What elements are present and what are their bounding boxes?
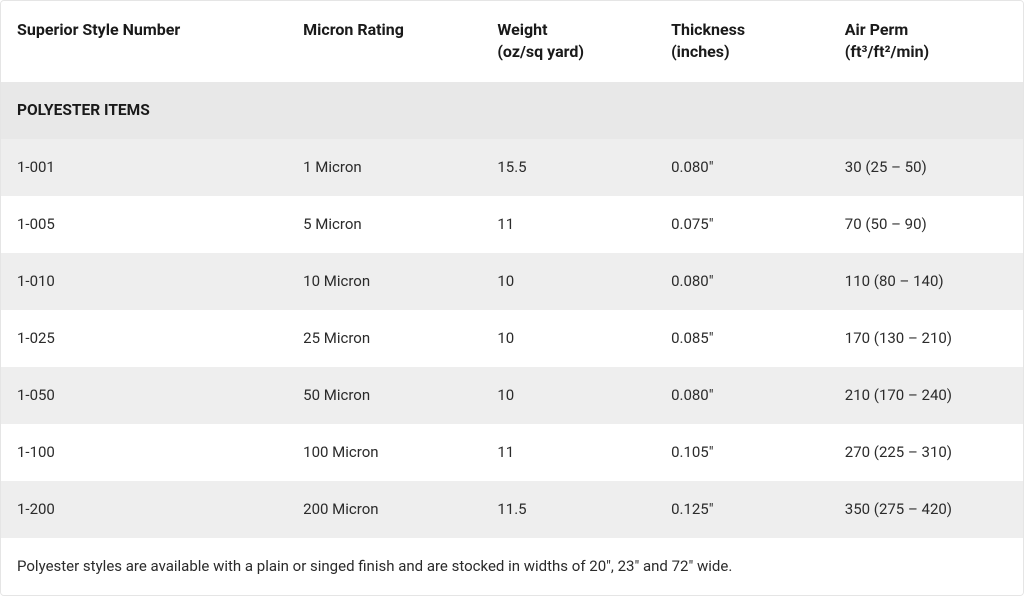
cell-airperm: 110 (80 – 140): [829, 253, 1023, 310]
col-header-airperm: Air Perm(ft³/ft²/min): [829, 1, 1023, 82]
table-footer-row: Polyester styles are available with a pl…: [1, 538, 1023, 595]
cell-weight: 11: [481, 196, 655, 253]
cell-micron: 200 Micron: [287, 481, 481, 538]
cell-airperm: 170 (130 – 210): [829, 310, 1023, 367]
cell-style: 1-200: [1, 481, 287, 538]
table-row: 1-005 5 Micron 11 0.075″ 70 (50 – 90): [1, 196, 1023, 253]
spec-table: Superior Style Number Micron Rating Weig…: [1, 1, 1023, 595]
col-header-label: Micron Rating: [303, 20, 404, 39]
cell-weight: 10: [481, 253, 655, 310]
cell-weight: 10: [481, 367, 655, 424]
col-header-style: Superior Style Number: [1, 1, 287, 82]
table-row: 1-200 200 Micron 11.5 0.125″ 350 (275 – …: [1, 481, 1023, 538]
table-row: 1-050 50 Micron 10 0.080″ 210 (170 – 240…: [1, 367, 1023, 424]
cell-style: 1-001: [1, 139, 287, 196]
col-header-label: Air Perm(ft³/ft²/min): [845, 20, 929, 61]
cell-style: 1-010: [1, 253, 287, 310]
cell-thickness: 0.080″: [655, 139, 829, 196]
table-row: 1-001 1 Micron 15.5 0.080″ 30 (25 – 50): [1, 139, 1023, 196]
col-header-micron: Micron Rating: [287, 1, 481, 82]
cell-thickness: 0.080″: [655, 253, 829, 310]
cell-micron: 50 Micron: [287, 367, 481, 424]
section-header-row: POLYESTER ITEMS: [1, 82, 1023, 140]
cell-thickness: 0.125″: [655, 481, 829, 538]
cell-weight: 15.5: [481, 139, 655, 196]
cell-micron: 1 Micron: [287, 139, 481, 196]
col-header-weight: Weight(oz/sq yard): [481, 1, 655, 82]
cell-weight: 10: [481, 310, 655, 367]
cell-style: 1-025: [1, 310, 287, 367]
cell-weight: 11: [481, 424, 655, 481]
cell-micron: 25 Micron: [287, 310, 481, 367]
cell-micron: 100 Micron: [287, 424, 481, 481]
cell-weight: 11.5: [481, 481, 655, 538]
cell-style: 1-005: [1, 196, 287, 253]
col-header-label: Weight(oz/sq yard): [497, 20, 584, 61]
col-header-label: Superior Style Number: [17, 20, 180, 39]
cell-airperm: 350 (275 – 420): [829, 481, 1023, 538]
col-header-label: Thickness(inches): [671, 20, 745, 61]
cell-airperm: 30 (25 – 50): [829, 139, 1023, 196]
cell-style: 1-100: [1, 424, 287, 481]
table-row: 1-025 25 Micron 10 0.085″ 170 (130 – 210…: [1, 310, 1023, 367]
section-title: POLYESTER ITEMS: [1, 82, 1023, 140]
table-row: 1-010 10 Micron 10 0.080″ 110 (80 – 140): [1, 253, 1023, 310]
cell-thickness: 0.075″: [655, 196, 829, 253]
cell-thickness: 0.105″: [655, 424, 829, 481]
footer-note: Polyester styles are available with a pl…: [1, 538, 1023, 595]
cell-style: 1-050: [1, 367, 287, 424]
cell-airperm: 210 (170 – 240): [829, 367, 1023, 424]
cell-airperm: 70 (50 – 90): [829, 196, 1023, 253]
table-header-row: Superior Style Number Micron Rating Weig…: [1, 1, 1023, 82]
cell-thickness: 0.080″: [655, 367, 829, 424]
cell-micron: 10 Micron: [287, 253, 481, 310]
cell-micron: 5 Micron: [287, 196, 481, 253]
col-header-thickness: Thickness(inches): [655, 1, 829, 82]
table-row: 1-100 100 Micron 11 0.105″ 270 (225 – 31…: [1, 424, 1023, 481]
cell-airperm: 270 (225 – 310): [829, 424, 1023, 481]
cell-thickness: 0.085″: [655, 310, 829, 367]
spec-table-container: Superior Style Number Micron Rating Weig…: [0, 0, 1024, 596]
